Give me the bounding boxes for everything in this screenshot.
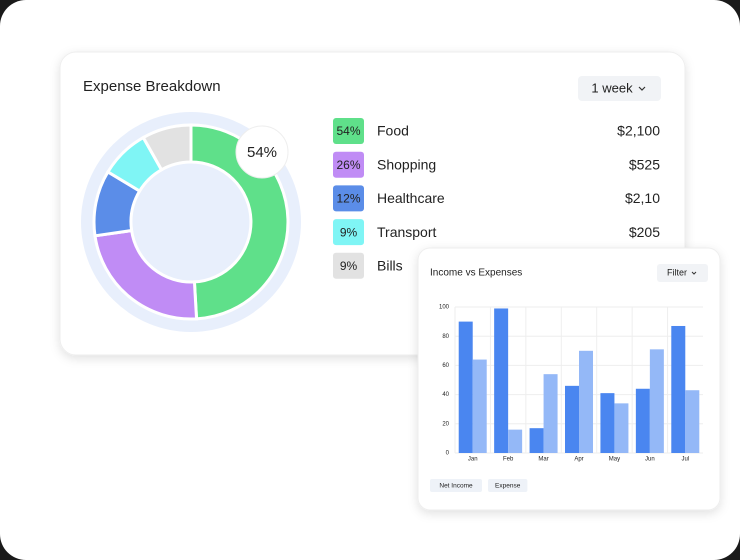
bar: [458, 321, 473, 453]
legend-label: Expense: [495, 483, 521, 490]
x-tick-label: Jul: [681, 457, 689, 463]
bar: [579, 350, 593, 453]
dropdown-label[interactable]: 1 week: [591, 80, 633, 95]
y-tick-label: 40: [442, 392, 449, 398]
bar: [600, 393, 615, 453]
legend-chip: [333, 252, 364, 279]
legend-chip: [333, 118, 364, 144]
legend-percent: 26%: [336, 158, 360, 172]
y-tick-label: 20: [442, 421, 449, 427]
legend-amount: $205: [629, 224, 660, 240]
legend-name: Shopping: [377, 156, 436, 172]
legend-amount: $525: [629, 156, 660, 172]
legend-percent: 9%: [340, 225, 358, 239]
legend-label: Net Income: [439, 483, 473, 490]
bar: [508, 429, 523, 453]
legend-name: Bills: [377, 258, 403, 274]
legend-name: Healthcare: [377, 190, 445, 206]
legend-percent: 9%: [340, 259, 358, 273]
x-tick-label: Mar: [538, 457, 548, 463]
bar: [614, 403, 629, 453]
dropdown[interactable]: [578, 76, 661, 101]
legend-name: Transport: [377, 224, 437, 240]
legend-amount: $2,100: [617, 123, 660, 139]
card-title: Income vs Expenses: [430, 268, 522, 279]
bar: [649, 349, 664, 453]
filter-button[interactable]: [657, 264, 708, 282]
filter-label[interactable]: Filter: [667, 267, 687, 277]
x-tick-label: May: [609, 457, 620, 463]
bar: [529, 428, 544, 453]
callout-label: 54%: [247, 144, 277, 161]
legend-name: Food: [377, 123, 409, 139]
x-tick-label: Jan: [468, 457, 478, 463]
bar: [543, 374, 558, 453]
x-tick-label: Jun: [645, 457, 655, 463]
income-card: Income vs Expenses Filter 0 20 40 60 80 100 Ja…: [417, 247, 721, 511]
legend-chip: [333, 185, 364, 212]
bar: [472, 359, 487, 453]
legend-chip: [430, 479, 482, 492]
bar: [494, 308, 509, 453]
x-tick-label: Apr: [574, 457, 583, 463]
legend-chip: [488, 479, 528, 492]
donut-segment: [141, 123, 193, 172]
bar: [671, 325, 686, 453]
y-tick-label: 60: [442, 363, 449, 369]
callout-bubble: [235, 125, 289, 179]
legend-percent: 54%: [336, 124, 360, 138]
chevron: [691, 271, 697, 275]
chevron: [638, 86, 646, 91]
legend-percent: 12%: [336, 192, 360, 206]
legend-chip: [333, 151, 364, 178]
x-tick-label: Feb: [503, 457, 514, 463]
y-tick-label: 80: [442, 334, 449, 340]
bar: [565, 385, 579, 453]
card-title: Expense Breakdown: [83, 78, 221, 95]
y-tick-label: 100: [439, 305, 450, 311]
bar: [685, 390, 700, 453]
y-tick-label: 0: [446, 451, 450, 457]
bar: [635, 388, 650, 453]
legend-amount: $2,10: [625, 190, 660, 206]
legend-chip: [333, 219, 364, 246]
